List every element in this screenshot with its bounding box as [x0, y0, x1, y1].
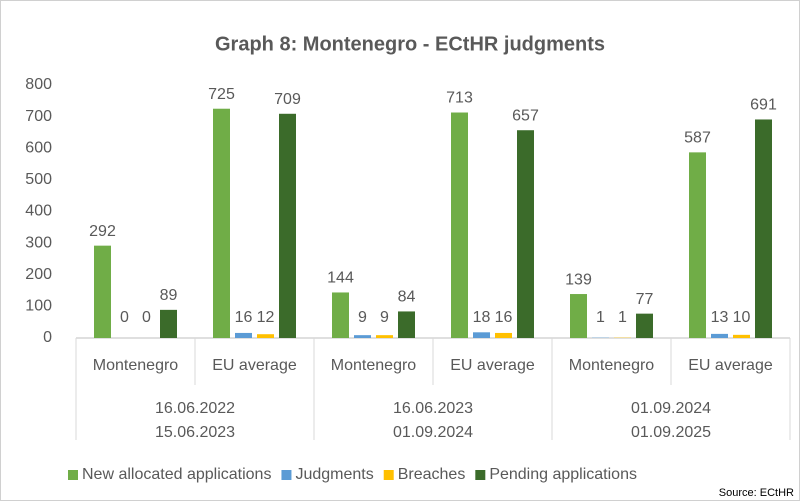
bar	[711, 333, 728, 338]
y-tick-label: 800	[25, 76, 52, 93]
data-label: 77	[636, 291, 654, 308]
data-label: 709	[274, 91, 301, 108]
bar	[279, 113, 296, 338]
bar	[517, 130, 534, 338]
data-label: 84	[398, 289, 416, 306]
legend-swatch	[475, 470, 486, 480]
source: Source: ECtHR	[719, 487, 794, 499]
data-label: 1	[618, 309, 627, 326]
bar	[398, 311, 415, 338]
data-label: 13	[711, 309, 729, 326]
y-tick-label: 200	[25, 266, 52, 283]
legend-label: Pending applications	[489, 466, 637, 483]
y-tick-label: 400	[25, 203, 52, 220]
x-tick-label: EU average	[212, 357, 297, 374]
bar	[733, 334, 750, 338]
legend-label: Breaches	[398, 466, 466, 483]
data-label: 0	[120, 309, 129, 326]
bar	[636, 313, 653, 338]
data-label: 587	[684, 130, 711, 147]
data-label: 18	[473, 309, 491, 326]
y-tick-label: 300	[25, 234, 52, 251]
data-label: 12	[257, 309, 275, 326]
bar	[160, 309, 177, 338]
data-label: 9	[380, 309, 389, 326]
bar	[257, 334, 274, 338]
data-label: 89	[160, 287, 178, 304]
y-tick-label: 100	[25, 298, 52, 315]
data-label: 139	[565, 271, 592, 288]
bar	[94, 245, 111, 338]
x-tick-label: Montenegro	[331, 357, 416, 374]
legend-swatch	[383, 470, 394, 480]
bar	[755, 119, 772, 338]
y-tick-label: 600	[25, 139, 52, 156]
data-label: 16	[235, 309, 253, 326]
x-tick-label: EU average	[688, 357, 773, 374]
bar	[332, 292, 349, 338]
data-label: 691	[750, 97, 777, 114]
x-tick-label: Montenegro	[569, 357, 654, 374]
bar	[451, 112, 468, 338]
group-label: 15.06.2023	[155, 424, 235, 441]
data-label: 0	[142, 309, 151, 326]
data-label: 713	[446, 90, 473, 107]
bar	[473, 332, 490, 338]
data-label: 725	[208, 86, 235, 103]
group-label: 16.06.2023	[393, 400, 473, 417]
group-label: 16.06.2022	[155, 400, 235, 417]
chart-title: Graph 8: Montenegro - ECtHR judgments	[215, 33, 605, 55]
y-tick-label: 0	[43, 329, 52, 346]
legend-swatch	[281, 470, 292, 480]
bar	[376, 335, 393, 338]
data-label: 144	[327, 270, 354, 287]
data-label: 9	[358, 309, 367, 326]
x-tick-label: Montenegro	[93, 357, 178, 374]
bar	[689, 152, 706, 338]
bar	[354, 335, 371, 338]
bar	[570, 294, 587, 338]
legend-swatch	[68, 470, 78, 480]
data-label: 16	[495, 309, 513, 326]
group-label: 01.09.2024	[631, 400, 711, 417]
y-tick-label: 500	[25, 171, 52, 188]
group-label: 01.09.2025	[631, 424, 711, 441]
bar	[235, 332, 252, 338]
bar	[495, 332, 512, 338]
x-tick-label: EU average	[450, 357, 535, 374]
legend-label: New allocated applications	[82, 466, 271, 483]
data-label: 292	[89, 223, 116, 240]
data-label: 10	[733, 309, 751, 326]
group-label: 01.09.2024	[393, 424, 473, 441]
data-label: 657	[512, 107, 539, 124]
legend-label: Judgments	[295, 466, 373, 483]
data-label: 1	[596, 309, 605, 326]
y-tick-label: 700	[25, 108, 52, 125]
bar	[213, 108, 230, 338]
